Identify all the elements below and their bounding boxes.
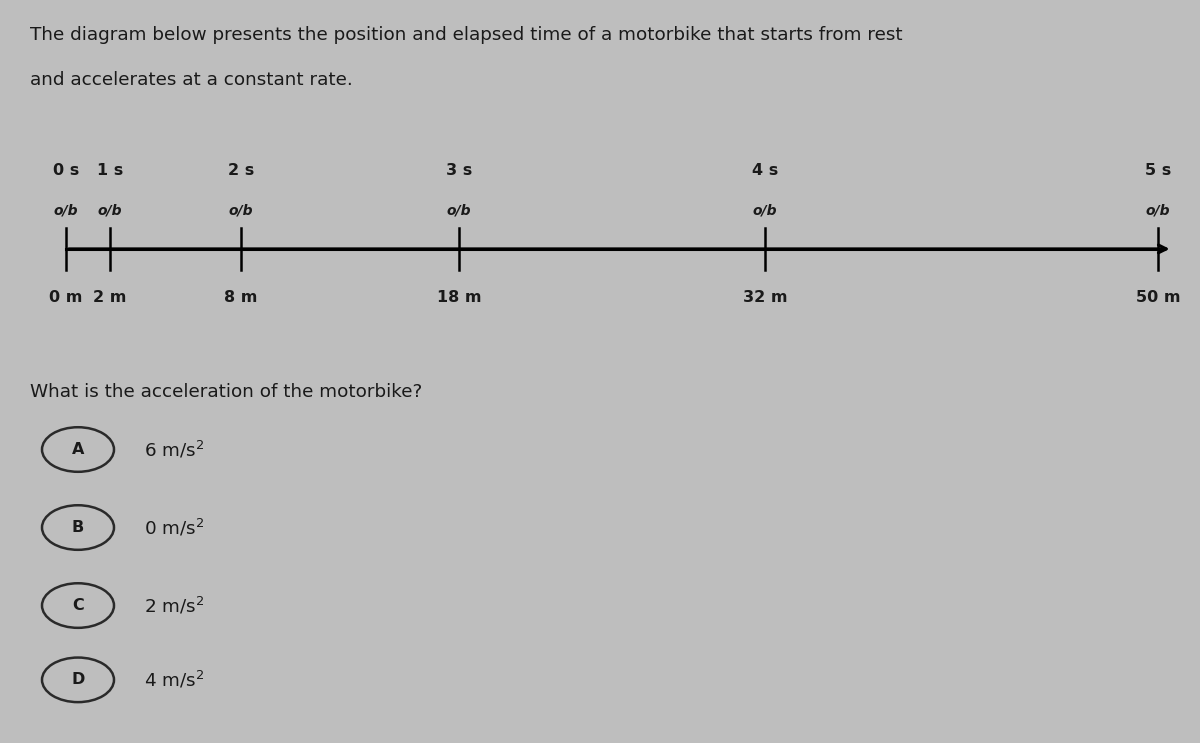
- Text: 4 s: 4 s: [751, 163, 778, 178]
- Text: o/b: o/b: [446, 204, 472, 218]
- Text: 1 s: 1 s: [96, 163, 122, 178]
- Text: o/b: o/b: [752, 204, 778, 218]
- Text: o/b: o/b: [54, 204, 78, 218]
- Text: 6 m/s$^2$: 6 m/s$^2$: [144, 439, 204, 460]
- Text: 5 s: 5 s: [1145, 163, 1171, 178]
- Text: 2 m: 2 m: [92, 290, 126, 305]
- Text: D: D: [71, 672, 85, 687]
- Text: o/b: o/b: [97, 204, 122, 218]
- Text: 0 m/s$^2$: 0 m/s$^2$: [144, 517, 204, 538]
- Text: C: C: [72, 598, 84, 613]
- Text: The diagram below presents the position and elapsed time of a motorbike that sta: The diagram below presents the position …: [30, 26, 902, 44]
- Text: 0 s: 0 s: [53, 163, 79, 178]
- Text: 2 s: 2 s: [228, 163, 254, 178]
- Text: 18 m: 18 m: [437, 290, 481, 305]
- Text: o/b: o/b: [1146, 204, 1170, 218]
- Text: What is the acceleration of the motorbike?: What is the acceleration of the motorbik…: [30, 383, 422, 400]
- Text: 8 m: 8 m: [224, 290, 258, 305]
- Text: o/b: o/b: [228, 204, 253, 218]
- Text: 3 s: 3 s: [446, 163, 473, 178]
- Text: 32 m: 32 m: [743, 290, 787, 305]
- Text: 50 m: 50 m: [1135, 290, 1181, 305]
- Text: and accelerates at a constant rate.: and accelerates at a constant rate.: [30, 71, 353, 88]
- Text: 2 m/s$^2$: 2 m/s$^2$: [144, 595, 204, 616]
- Text: A: A: [72, 442, 84, 457]
- Text: 4 m/s$^2$: 4 m/s$^2$: [144, 669, 204, 690]
- Text: 0 m: 0 m: [49, 290, 83, 305]
- Text: B: B: [72, 520, 84, 535]
